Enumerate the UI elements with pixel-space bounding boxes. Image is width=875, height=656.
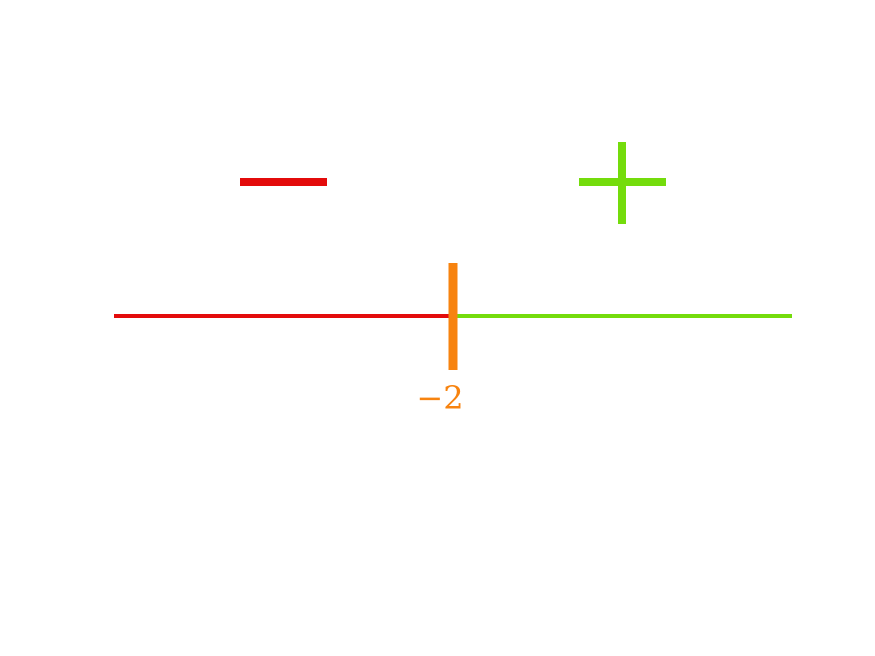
plus-sign-icon [579,142,666,224]
critical-point-label: −2 [416,379,463,417]
